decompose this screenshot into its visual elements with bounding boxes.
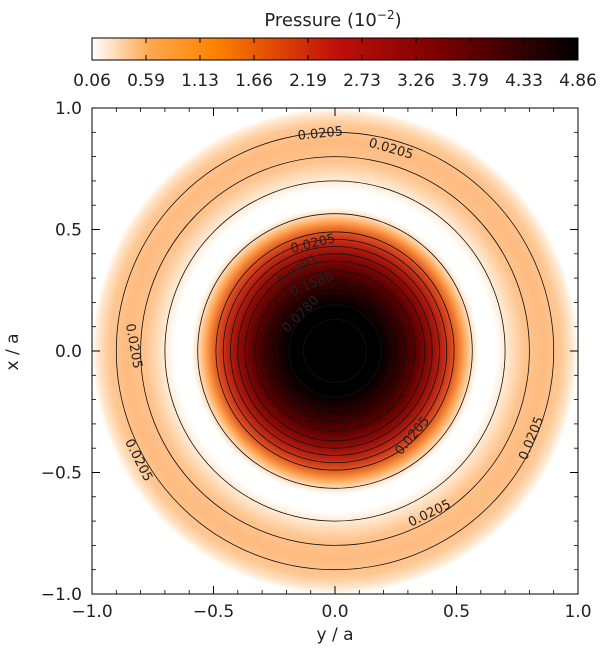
- pressure-field: [92, 108, 578, 594]
- y-tick-label: −0.5: [41, 464, 82, 484]
- colorbar: [91, 37, 579, 61]
- contour-line: [197, 213, 473, 489]
- plot-area: 0.02050.02050.02050.03910.15880.07800.02…: [91, 107, 579, 595]
- y-axis-label: x / a: [3, 333, 23, 370]
- y-tick-label: 0.5: [55, 221, 82, 241]
- contour-line: [222, 238, 448, 464]
- x-axis-ticks: −1.0 −0.5 0.0 0.5 1.0: [71, 108, 592, 622]
- contour-line: [115, 131, 555, 571]
- contour-line: [237, 253, 433, 449]
- contour-line: [140, 156, 530, 546]
- colorbar-tick-label: 1.13: [181, 71, 219, 91]
- colorbar-title: Pressure (10−2): [264, 8, 401, 31]
- x-tick-label: −1.0: [71, 602, 112, 622]
- contour-line: [164, 180, 506, 522]
- contour-line: [254, 270, 416, 432]
- y-tick-label: 1.0: [55, 99, 82, 119]
- y-axis-ticks: 1.0 0.5 0.0 −0.5 −1.0: [41, 99, 578, 605]
- x-tick-label: 0.5: [443, 602, 470, 622]
- x-tick-label: −0.5: [193, 602, 234, 622]
- contour-line: [230, 246, 440, 456]
- colorbar-tick-label: 0.59: [127, 71, 165, 91]
- contour-line: [264, 280, 406, 422]
- contour-line: [288, 304, 382, 398]
- colorbar-tick-label: 3.79: [451, 71, 489, 91]
- contour-label: 0.0205: [297, 124, 344, 144]
- colorbar-tick-label: 1.66: [235, 71, 273, 91]
- x-tick-label: 0.0: [321, 602, 348, 622]
- colorbar-tick-label: 3.26: [397, 71, 435, 91]
- colorbar-tick-label: 2.19: [289, 71, 327, 91]
- colorbar-tick-label: 0.06: [73, 71, 111, 91]
- colorbar-ticks: 0.06 0.59 1.13 1.66 2.19 2.73 3.26 3.79 4.33 4.86: [73, 38, 597, 91]
- contour-line: [244, 260, 426, 442]
- y-tick-label: −1.0: [41, 585, 82, 605]
- contour-line: [276, 292, 394, 410]
- x-axis-label: y / a: [316, 625, 353, 645]
- colorbar-tick-label: 4.33: [505, 71, 543, 91]
- contour-line: [215, 231, 455, 471]
- contour-line: [303, 319, 367, 383]
- contour-lines: [115, 131, 555, 571]
- colorbar-tick-label: 2.73: [343, 71, 381, 91]
- x-tick-label: 1.0: [564, 602, 591, 622]
- y-tick-label: 0.0: [55, 342, 82, 362]
- colorbar-tick-label: 4.86: [559, 71, 597, 91]
